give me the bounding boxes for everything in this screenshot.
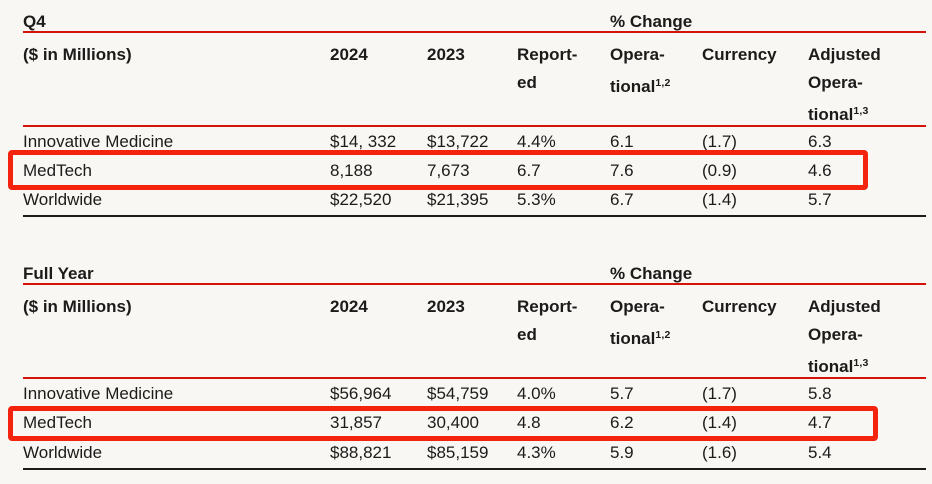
cell-currency: (1.6): [702, 443, 737, 463]
cell-reported: 4.0%: [517, 383, 556, 403]
col-header-adjusted-operational: Adjusted Opera- tional1,3: [808, 297, 881, 376]
cell-operational: 5.9: [610, 443, 634, 463]
col-header-adjusted-operational: Adjusted Opera- tional1,3: [808, 45, 881, 124]
table-row-worldwide: Worldwide $88,821 $85,159 4.3% 5.9 (1.6)…: [23, 438, 926, 468]
cell-2023: $13,722: [427, 131, 489, 151]
cell-adjusted-operational: 4.6: [808, 160, 832, 180]
cell-adjusted-operational: 4.7: [808, 413, 832, 433]
cell-2023: $54,759: [427, 383, 489, 403]
row-label: Worldwide: [23, 443, 103, 463]
col-header-operational: Opera- tional1,2: [610, 297, 671, 348]
footnote-ref-operational: 1,2: [655, 329, 671, 341]
cell-reported: 4.4%: [517, 131, 556, 151]
period-label: Full Year: [23, 264, 94, 283]
q4-column-headers-row: ($ in Millions) 2024 2023 Report- ed Ope…: [23, 33, 926, 127]
cell-operational: 7.6: [610, 160, 634, 180]
cell-2024: $88,821: [330, 443, 392, 463]
col-header-currency: Currency: [702, 45, 777, 64]
cell-operational: 5.7: [610, 383, 634, 403]
cell-currency: (0.9): [702, 160, 737, 180]
cell-2024: $56,964: [330, 383, 392, 403]
cell-currency: (1.4): [702, 190, 737, 210]
col-header-2024: 2024: [330, 297, 368, 316]
period-label: Q4: [23, 12, 46, 31]
cell-reported: 4.8: [517, 413, 541, 433]
cell-2023: 30,400: [427, 413, 479, 433]
pct-change-label: % Change: [610, 264, 693, 283]
table-row-medtech: MedTech 31,857 30,400 4.8 6.2 (1.4) 4.7: [23, 409, 926, 439]
cell-adjusted-operational: 5.8: [808, 383, 832, 403]
row-label: Innovative Medicine: [23, 131, 174, 151]
cell-reported: 6.7: [517, 160, 541, 180]
cell-currency: (1.4): [702, 413, 737, 433]
table-row-innovative-medicine: Innovative Medicine $56,964 $54,759 4.0%…: [23, 379, 926, 409]
q4-results-table: Q4 % Change ($ in Millions) 2024 2023 Re…: [23, 8, 926, 217]
cell-operational: 6.2: [610, 413, 634, 433]
q4-table-body: Innovative Medicine $14, 332 $13,722 4.4…: [23, 127, 926, 217]
footnote-ref-operational: 1,2: [655, 77, 671, 89]
q4-table-heading-row: Q4 % Change: [23, 8, 926, 33]
col-header-operational: Opera- tional1,2: [610, 45, 671, 96]
footnote-ref-adjusted: 1,3: [853, 357, 869, 369]
row-label: Innovative Medicine: [23, 383, 174, 403]
full-year-column-headers-row: ($ in Millions) 2024 2023 Report- ed Ope…: [23, 285, 926, 379]
col-header-currency: Currency: [702, 297, 777, 316]
row-label: Worldwide: [23, 190, 103, 210]
cell-adjusted-operational: 6.3: [808, 131, 832, 151]
pct-change-label: % Change: [610, 12, 693, 31]
col-header-unit: ($ in Millions): [23, 297, 132, 316]
table-row-medtech: MedTech 8,188 7,673 6.7 7.6 (0.9) 4.6: [23, 156, 926, 185]
row-label: MedTech: [23, 160, 92, 180]
cell-2024: 8,188: [330, 160, 373, 180]
row-label: MedTech: [23, 413, 92, 433]
cell-operational: 6.7: [610, 190, 634, 210]
footnote-ref-adjusted: 1,3: [853, 105, 869, 117]
cell-adjusted-operational: 5.7: [808, 190, 832, 210]
cell-2023: 7,673: [427, 160, 470, 180]
table-row-worldwide: Worldwide $22,520 $21,395 5.3% 6.7 (1.4)…: [23, 186, 926, 215]
cell-currency: (1.7): [702, 383, 737, 403]
cell-2024: $14, 332: [330, 131, 397, 151]
col-header-reported: Report- ed: [517, 297, 578, 344]
table-row-innovative-medicine: Innovative Medicine $14, 332 $13,722 4.4…: [23, 127, 926, 156]
full-year-results-table: Full Year % Change ($ in Millions) 2024 …: [23, 260, 926, 470]
col-header-2023: 2023: [427, 45, 465, 64]
cell-2023: $85,159: [427, 443, 489, 463]
cell-2024: 31,857: [330, 413, 382, 433]
cell-operational: 6.1: [610, 131, 634, 151]
cell-reported: 4.3%: [517, 443, 556, 463]
col-header-2024: 2024: [330, 45, 368, 64]
full-year-table-heading-row: Full Year % Change: [23, 260, 926, 285]
col-header-unit: ($ in Millions): [23, 45, 132, 64]
full-year-table-body: Innovative Medicine $56,964 $54,759 4.0%…: [23, 379, 926, 470]
cell-adjusted-operational: 5.4: [808, 443, 832, 463]
cell-2024: $22,520: [330, 190, 392, 210]
col-header-reported: Report- ed: [517, 45, 578, 92]
cell-reported: 5.3%: [517, 190, 556, 210]
col-header-2023: 2023: [427, 297, 465, 316]
cell-2023: $21,395: [427, 190, 489, 210]
cell-currency: (1.7): [702, 131, 737, 151]
